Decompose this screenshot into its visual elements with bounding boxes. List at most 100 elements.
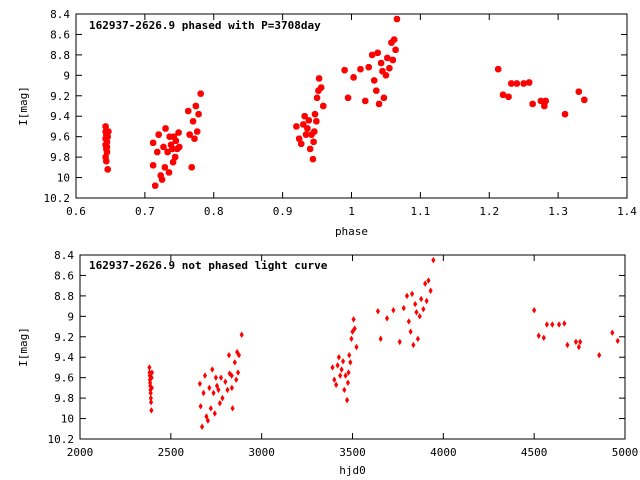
data-point: [197, 380, 202, 388]
data-point: [562, 320, 567, 327]
x-tick-label: 5000: [612, 446, 639, 459]
data-point: [147, 372, 152, 379]
data-point: [610, 329, 615, 336]
panel-title: 162937-2626.9 not phased light curve: [89, 259, 328, 272]
phased-light-curve-panel: 0.6 0.7 0.8 0.9 1 1.1 1.2 1.3 1.4 8.4 8.6 8.8 9 9.2 9.…: [17, 8, 637, 238]
data-point: [373, 87, 380, 94]
data-point: [573, 338, 579, 346]
data-point: [544, 321, 549, 328]
data-point: [149, 369, 155, 376]
data-point: [344, 94, 352, 102]
x-tick-label: 2000: [67, 446, 94, 459]
data-point: [505, 93, 512, 100]
y-tick-label: 10.2: [48, 433, 75, 446]
data-point: [335, 362, 340, 369]
data-point: [189, 118, 197, 125]
data-point: [550, 321, 555, 328]
data-point: [149, 139, 157, 146]
data-point: [338, 372, 343, 379]
data-point: [232, 359, 237, 366]
x-tick-label: 1.1: [410, 205, 430, 218]
data-point: [149, 384, 154, 392]
data-point: [561, 110, 569, 118]
data-point: [419, 295, 424, 303]
data-point: [426, 277, 431, 284]
data-point: [411, 341, 416, 349]
data-point: [428, 287, 433, 294]
data-point: [368, 51, 376, 59]
data-point: [176, 143, 183, 151]
x-tick-label: 0.6: [66, 205, 86, 218]
data-point: [225, 386, 230, 394]
data-point: [169, 145, 176, 153]
panel-title: 162937-2626.9 phased with P=3708day: [89, 19, 321, 32]
y-tick-label: 9.8: [54, 392, 74, 405]
x-tick-label: 1.3: [548, 205, 568, 218]
data-point: [556, 321, 562, 328]
data-point: [102, 123, 109, 130]
data-point: [149, 374, 154, 381]
y-tick-label: 10: [61, 413, 74, 426]
y-tick-label: 10: [57, 172, 70, 185]
x-axis-title: hjd0: [339, 464, 366, 477]
data-point: [371, 77, 378, 84]
data-point: [217, 400, 222, 407]
data-point: [380, 94, 388, 102]
data-point: [391, 306, 396, 314]
data-point: [431, 256, 436, 264]
data-point: [393, 15, 401, 23]
data-point: [105, 128, 112, 135]
x-tick-label: 0.8: [204, 205, 224, 218]
data-point: [350, 74, 357, 81]
data-point: [169, 159, 177, 166]
data-point: [542, 97, 549, 105]
data-point: [104, 166, 111, 173]
data-point: [537, 97, 545, 105]
data-point: [301, 113, 308, 120]
data-point: [223, 378, 228, 385]
data-point: [330, 364, 335, 371]
data-point: [295, 135, 303, 142]
data-point: [305, 117, 312, 124]
data-point: [148, 389, 153, 397]
data-point: [520, 80, 527, 87]
x-axis-title: phase: [335, 225, 368, 238]
data-point: [365, 63, 372, 71]
data-point: [332, 376, 337, 383]
data-point: [148, 394, 153, 402]
y-tick-label: 8.4: [54, 249, 74, 262]
data-point: [200, 423, 205, 430]
y-tick-label: 9.8: [50, 151, 70, 164]
y-tick-label: 8.8: [50, 49, 70, 62]
data-point: [348, 359, 353, 366]
data-point: [350, 328, 355, 335]
data-point: [615, 337, 620, 345]
x-tick-label: 1.4: [617, 205, 637, 218]
data-point: [532, 306, 537, 314]
data-point: [300, 121, 307, 128]
data-point: [536, 332, 541, 339]
data-point: [349, 335, 354, 343]
data-point: [186, 131, 193, 138]
data-point: [226, 351, 232, 359]
data-point: [415, 335, 420, 343]
data-point: [336, 354, 341, 361]
data-point: [208, 405, 213, 412]
data-point: [362, 97, 369, 105]
data-point: [313, 94, 321, 102]
data-point: [172, 137, 180, 144]
data-point: [384, 315, 390, 322]
data-point: [235, 369, 241, 376]
data-point: [513, 80, 520, 87]
data-point: [155, 131, 162, 138]
data-point: [191, 135, 198, 142]
data-point: [171, 153, 179, 161]
y-tick-label: 10.2: [44, 192, 71, 205]
x-tick-label: 1: [348, 205, 355, 218]
data-point: [342, 386, 347, 394]
data-point: [293, 123, 300, 130]
data-point: [410, 290, 415, 298]
x-tick-label: 3000: [248, 446, 275, 459]
data-point: [298, 140, 305, 148]
data-point: [576, 343, 581, 351]
